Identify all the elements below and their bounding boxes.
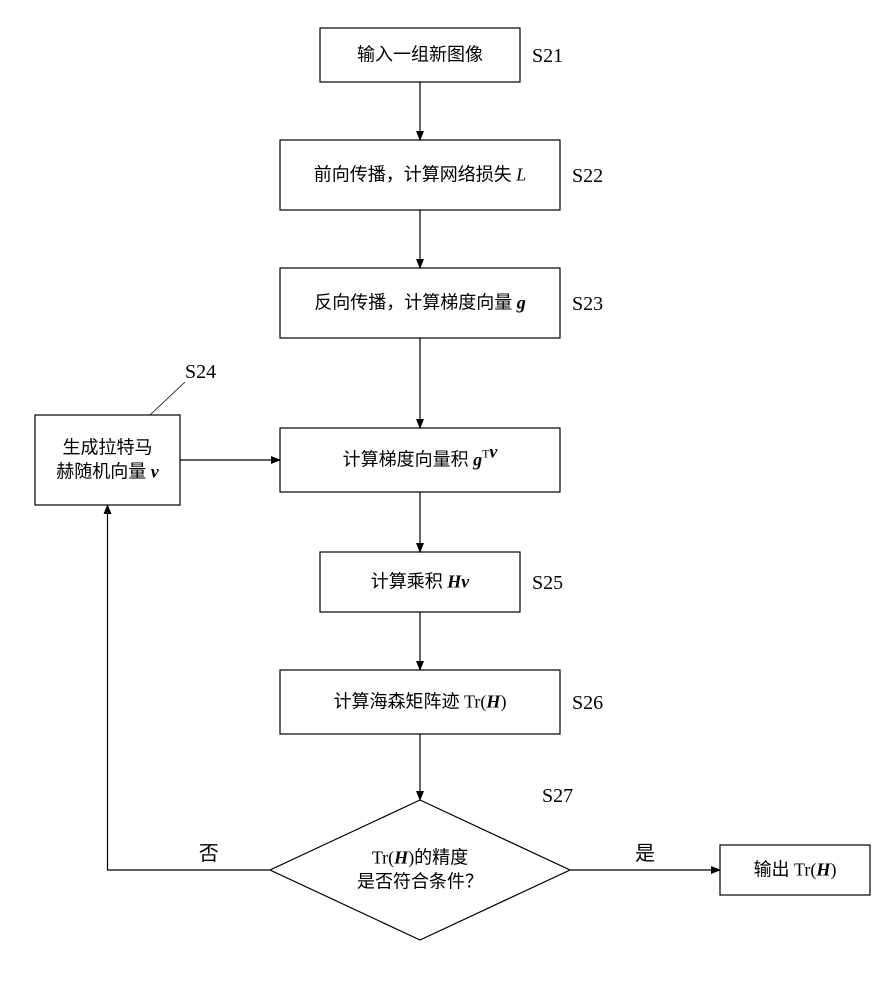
label-s24: S24 — [185, 361, 216, 383]
node-text-s22: 前向传播，计算网络损失 L — [314, 164, 527, 184]
node-text-s27: Tr(H)的精度 — [372, 847, 468, 868]
label-s21: S21 — [532, 45, 563, 67]
branch-no: 否 — [199, 843, 219, 865]
node-text-s23: 反向传播，计算梯度向量 g — [314, 292, 526, 312]
node-text-s26: 计算海森矩阵迹 Tr(H) — [334, 691, 507, 712]
label-s26: S26 — [572, 692, 603, 714]
label-s22: S22 — [572, 165, 603, 187]
node-text-s24_side: 生成拉特马 — [63, 437, 153, 457]
edge-s27-s24side — [108, 505, 271, 870]
flowchart-canvas: 输入一组新图像前向传播，计算网络损失 L 反向传播，计算梯度向量 g 生成拉特马赫随… — [0, 0, 893, 1000]
node-text-s25: 计算乘积 Hv — [371, 571, 471, 591]
label-s23: S23 — [572, 293, 603, 315]
node-text-s21: 输入一组新图像 — [357, 44, 483, 64]
lead-line-s24 — [150, 382, 185, 415]
node-text-s27: 是否符合条件？ — [357, 871, 483, 891]
branch-yes: 是 — [635, 843, 655, 865]
node-text-out: 输出 Tr(H) — [754, 859, 837, 880]
node-s27 — [270, 800, 570, 940]
node-text-s24_side: 赫随机向量 v — [56, 461, 160, 481]
node-s24_side — [35, 415, 180, 505]
label-s25: S25 — [532, 572, 563, 594]
label-s27: S27 — [542, 785, 573, 807]
